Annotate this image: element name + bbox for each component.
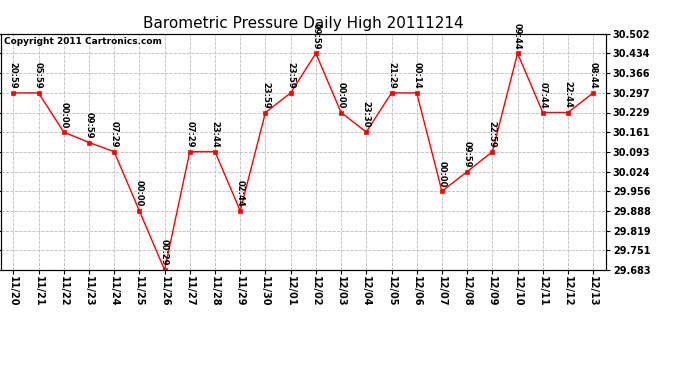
- Text: 21:29: 21:29: [387, 62, 396, 89]
- Text: Copyright 2011 Cartronics.com: Copyright 2011 Cartronics.com: [3, 37, 161, 46]
- Text: 00:29: 00:29: [160, 239, 169, 266]
- Text: 23:44: 23:44: [210, 121, 219, 148]
- Text: 09:59: 09:59: [84, 112, 93, 138]
- Text: 00:00: 00:00: [337, 82, 346, 108]
- Text: 07:44: 07:44: [538, 82, 547, 108]
- Text: 22:44: 22:44: [564, 81, 573, 108]
- Text: 20:59: 20:59: [9, 62, 18, 89]
- Text: 00:00: 00:00: [437, 161, 446, 187]
- Text: 00:14: 00:14: [412, 62, 421, 89]
- Text: 00:00: 00:00: [135, 180, 144, 207]
- Text: 08:44: 08:44: [589, 62, 598, 89]
- Text: 23:59: 23:59: [261, 82, 270, 108]
- Text: 07:29: 07:29: [110, 121, 119, 148]
- Title: Barometric Pressure Daily High 20111214: Barometric Pressure Daily High 20111214: [143, 16, 464, 31]
- Text: 02:44: 02:44: [236, 180, 245, 207]
- Text: 09:59: 09:59: [311, 23, 320, 49]
- Text: 09:59: 09:59: [462, 141, 472, 168]
- Text: 23:30: 23:30: [362, 102, 371, 128]
- Text: 00:00: 00:00: [59, 102, 68, 128]
- Text: 23:59: 23:59: [286, 62, 295, 89]
- Text: 22:59: 22:59: [488, 121, 497, 148]
- Text: 05:59: 05:59: [34, 62, 43, 89]
- Text: 07:29: 07:29: [186, 121, 195, 148]
- Text: 09:44: 09:44: [513, 22, 522, 49]
